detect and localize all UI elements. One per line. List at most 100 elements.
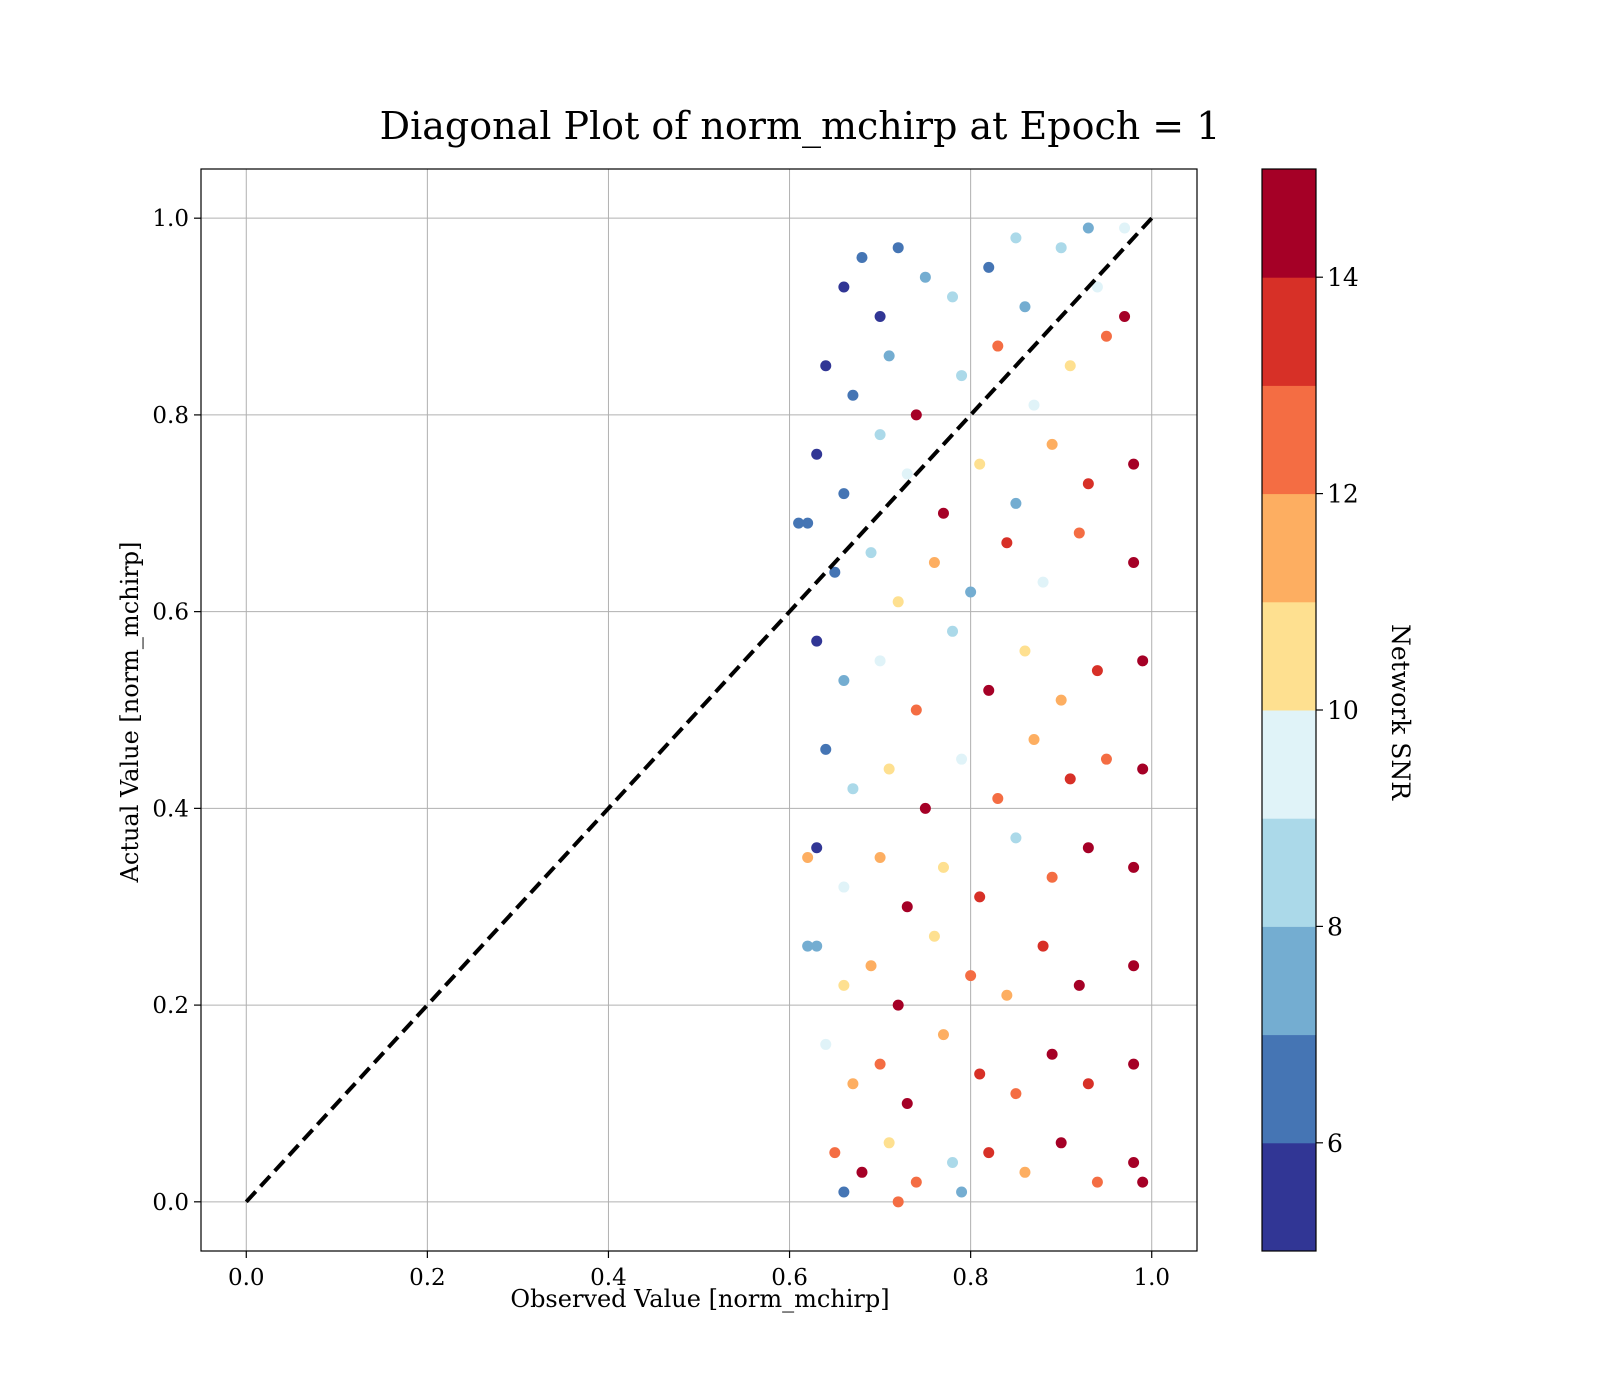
scatter-point: [1028, 399, 1040, 411]
scatter-point: [919, 271, 931, 283]
scatter-point: [838, 674, 850, 686]
scatter-point: [892, 999, 904, 1011]
scatter-point: [965, 970, 977, 982]
y-axis-ticks: 0.0 0.2 0.4 0.6 0.8 1.0: [152, 206, 201, 1216]
scatter-point: [1010, 1088, 1022, 1100]
scatter-point: [947, 625, 959, 637]
scatter-point: [874, 1058, 886, 1070]
scatter-point: [865, 547, 877, 559]
scatter-point: [838, 881, 850, 893]
scatter-point: [1128, 1058, 1140, 1070]
scatter-point: [856, 252, 868, 264]
scatter-point: [811, 448, 823, 460]
scatter-point: [910, 409, 922, 421]
scatter-point: [829, 566, 841, 578]
scatter-point: [820, 360, 832, 372]
scatter-point: [802, 852, 814, 864]
x-tick-label: 0.4: [590, 1265, 627, 1291]
scatter-point: [928, 930, 940, 942]
scatter-point: [974, 458, 986, 470]
scatter-point: [1137, 763, 1149, 775]
scatter-point: [820, 743, 832, 755]
x-tick-label: 0.6: [771, 1265, 808, 1291]
scatter-point: [947, 291, 959, 303]
scatter-point: [838, 281, 850, 293]
scatter-point: [1128, 861, 1140, 873]
scatter-point: [802, 517, 814, 529]
scatter-point: [1082, 222, 1094, 234]
scatter-point: [811, 842, 823, 854]
x-tick-label: 0.8: [952, 1265, 989, 1291]
scatter-point: [1055, 242, 1067, 254]
scatter-point: [874, 311, 886, 323]
scatter-point: [1073, 527, 1085, 539]
scatter-point: [974, 891, 986, 903]
scatter-point: [838, 979, 850, 991]
scatter-point: [892, 1196, 904, 1208]
y-tick-label: 0.4: [152, 796, 189, 822]
scatter-point: [811, 635, 823, 647]
colorbar-tick-label: 12: [1327, 480, 1359, 509]
scatter-point: [1091, 281, 1103, 293]
grid-lines: [201, 169, 1197, 1251]
colorbar-tick-label: 6: [1327, 1129, 1343, 1158]
scatter-point: [1119, 222, 1131, 234]
scatter-point: [1046, 871, 1058, 883]
axes-frame: [200, 168, 1198, 1252]
scatter-point: [983, 1147, 995, 1159]
scatter-point: [983, 684, 995, 696]
y-tick-label: 0.8: [152, 403, 189, 429]
scatter-point: [874, 852, 886, 864]
colorbar-segment: [1262, 601, 1316, 711]
scatter-point: [1001, 989, 1013, 1001]
scatter-point: [956, 753, 968, 765]
scatter-point: [1091, 1176, 1103, 1188]
colorbar-tick-label: 14: [1327, 263, 1359, 292]
scatter-point: [1010, 232, 1022, 244]
colorbar-segment: [1262, 710, 1316, 819]
scatter-point: [992, 340, 1004, 352]
scatter-points: [793, 222, 1149, 1208]
scatter-point: [1010, 832, 1022, 844]
scatter-point: [910, 704, 922, 716]
scatter-point: [1128, 556, 1140, 568]
scatter-point: [838, 1186, 850, 1198]
y-tick-label: 0.2: [152, 993, 189, 1019]
scatter-point: [974, 1068, 986, 1080]
scatter-point: [1019, 301, 1031, 313]
x-tick-label: 0.0: [228, 1265, 265, 1291]
scatter-point: [1010, 497, 1022, 509]
scatter-point: [901, 1097, 913, 1109]
y-tick-label: 0.0: [152, 1190, 189, 1216]
scatter-point: [847, 1078, 859, 1090]
x-axis-label: Observed Value [norm_mchirp]: [510, 1285, 889, 1313]
scatter-point: [1064, 360, 1076, 372]
scatter-point: [1073, 979, 1085, 991]
scatter-point: [1019, 645, 1031, 657]
colorbar-segment: [1262, 169, 1316, 278]
scatter-point: [1046, 438, 1058, 450]
scatter-point: [1064, 773, 1076, 785]
scatter-point: [1037, 940, 1049, 952]
scatter-point: [992, 793, 1004, 805]
scatter-point: [892, 242, 904, 254]
x-axis-ticks: 0.0 0.2 0.4 0.6 0.8 1.0: [228, 1251, 1170, 1291]
scatter-point: [956, 370, 968, 382]
x-tick-label: 1.0: [1133, 1265, 1170, 1291]
scatter-point: [983, 261, 995, 273]
colorbar-segment: [1262, 1034, 1316, 1144]
scatter-point: [883, 763, 895, 775]
scatter-point: [883, 350, 895, 362]
scatter-point: [1128, 960, 1140, 972]
scatter-point: [838, 488, 850, 500]
scatter-point: [1055, 1137, 1067, 1149]
colorbar-tick-label: 10: [1327, 696, 1359, 725]
y-axis-label: Actual Value [norm_mchirp]: [116, 542, 144, 884]
scatter-point: [937, 1029, 949, 1041]
scatter-point: [901, 901, 913, 913]
scatter-point: [937, 861, 949, 873]
scatter-point: [928, 556, 940, 568]
scatter-point: [847, 783, 859, 795]
scatter-point: [965, 586, 977, 598]
